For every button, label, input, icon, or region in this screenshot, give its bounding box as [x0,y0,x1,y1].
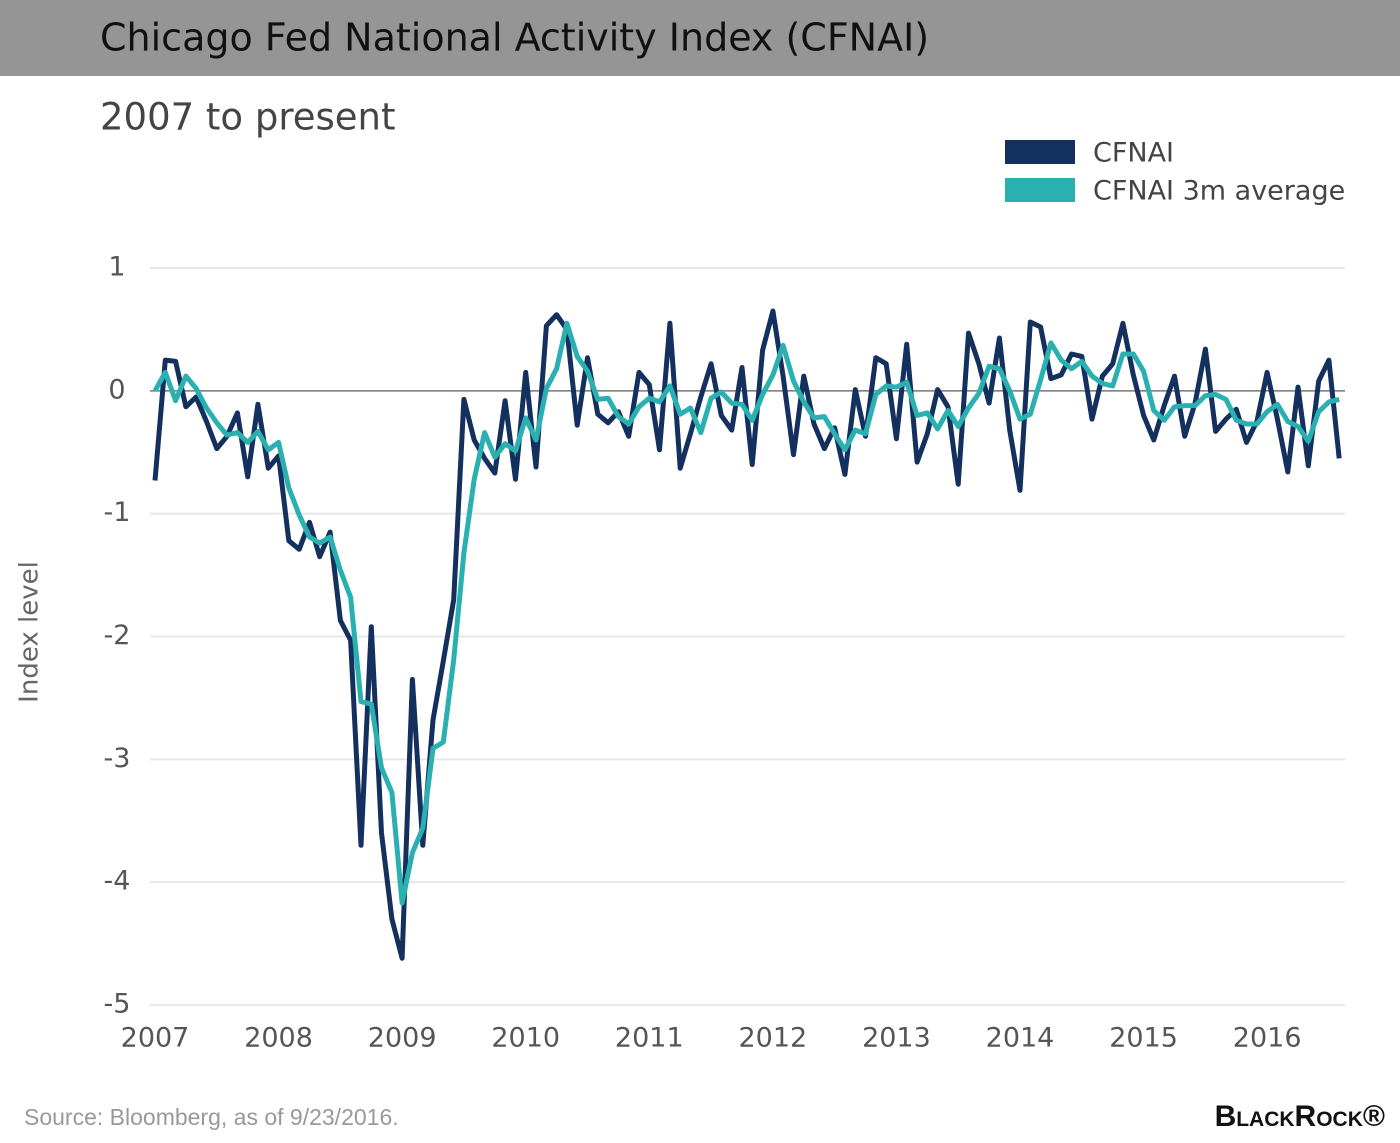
series-line [152,320,1340,906]
chart-subtitle: 2007 to present [100,96,395,139]
x-tick-label: 2009 [368,1023,437,1054]
x-tick-label: 2016 [1233,1023,1302,1054]
x-tick-label: 2007 [121,1023,190,1054]
y-tick-label: -4 [104,866,131,897]
x-tick-label: 2008 [244,1023,313,1054]
source-note: Source: Bloomberg, as of 9/23/2016. [24,1104,399,1130]
legend-label: CFNAI [1093,138,1174,169]
x-tick-label: 2010 [491,1023,560,1054]
x-tick-label: 2014 [986,1023,1055,1054]
y-tick-label: -1 [104,497,131,528]
legend-label: CFNAI 3m average [1093,176,1345,207]
logo: BlackRock® [1215,1100,1385,1133]
x-tick-label: 2013 [862,1023,931,1054]
x-tick-label: 2012 [739,1023,808,1054]
x-tick-label: 2015 [1109,1023,1178,1054]
header-band [0,0,1400,76]
y-tick-label: -2 [104,620,131,651]
legend-swatch [1005,178,1075,202]
y-axis-label: Index level [15,561,45,703]
chart-title: Chicago Fed National Activity Index (CFN… [100,16,929,60]
y-tick-label: -5 [104,989,131,1020]
legend-swatch [1005,140,1075,164]
y-tick-label: 1 [108,252,125,283]
x-tick-label: 2011 [615,1023,684,1054]
y-tick-label: -3 [104,743,131,774]
y-tick-label: 0 [108,374,125,405]
